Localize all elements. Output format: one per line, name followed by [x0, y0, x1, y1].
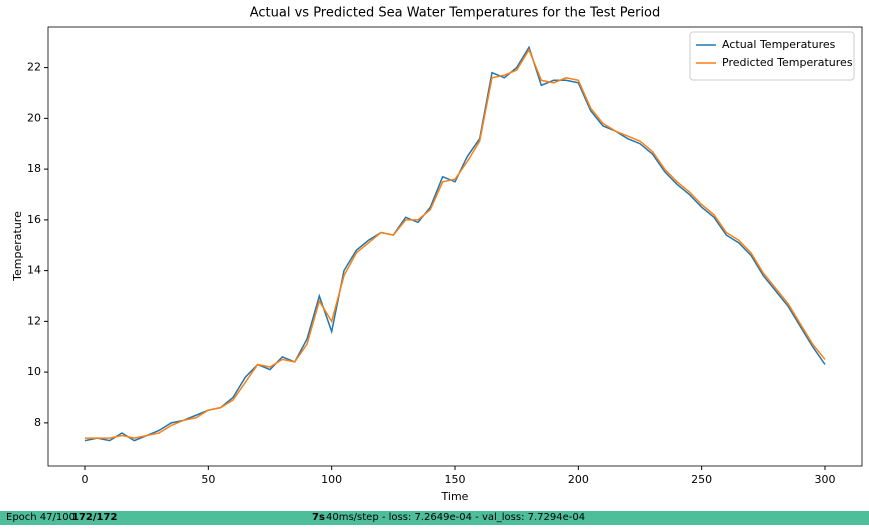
epoch: Epoch 47/100	[6, 512, 75, 523]
x-axis-label: Time	[441, 490, 469, 503]
y-tick-label: 18	[27, 162, 41, 175]
time: 7s	[312, 512, 325, 523]
y-tick-label: 20	[27, 111, 41, 124]
y-tick-label: 12	[27, 314, 41, 327]
y-tick-label: 14	[27, 264, 41, 277]
y-tick-label: 8	[34, 416, 41, 429]
loss-detail: 40ms/step - loss: 7.2649e-04 - val_loss:…	[326, 512, 586, 523]
legend-label: Actual Temperatures	[722, 38, 836, 51]
x-tick-label: 200	[568, 473, 589, 486]
x-tick-label: 0	[82, 473, 89, 486]
y-tick-label: 10	[27, 365, 41, 378]
steps: 172/172	[72, 512, 118, 523]
data-line	[85, 48, 826, 439]
data-line	[84, 45, 826, 442]
x-tick-label: 250	[691, 473, 712, 486]
y-tick-label: 16	[27, 213, 41, 226]
chart: Actual vs Predicted Sea Water Temperatur…	[11, 6, 863, 503]
legend-box	[689, 31, 855, 81]
x-tick-label: 100	[321, 473, 342, 486]
x-tick-label: 150	[445, 473, 466, 486]
x-tick-label: 50	[201, 473, 215, 486]
y-axis-label: Temperature	[11, 211, 24, 282]
plot-area	[47, 26, 863, 467]
x-tick-label: 300	[815, 473, 836, 486]
y-tick-label: 22	[27, 61, 41, 74]
progress-bar: Epoch 47/100 172/172 7s 40ms/step - loss…	[0, 511, 869, 525]
legend-label: Predicted Temperatures	[722, 56, 853, 69]
chart-title: Actual vs Predicted Sea Water Temperatur…	[250, 6, 661, 21]
